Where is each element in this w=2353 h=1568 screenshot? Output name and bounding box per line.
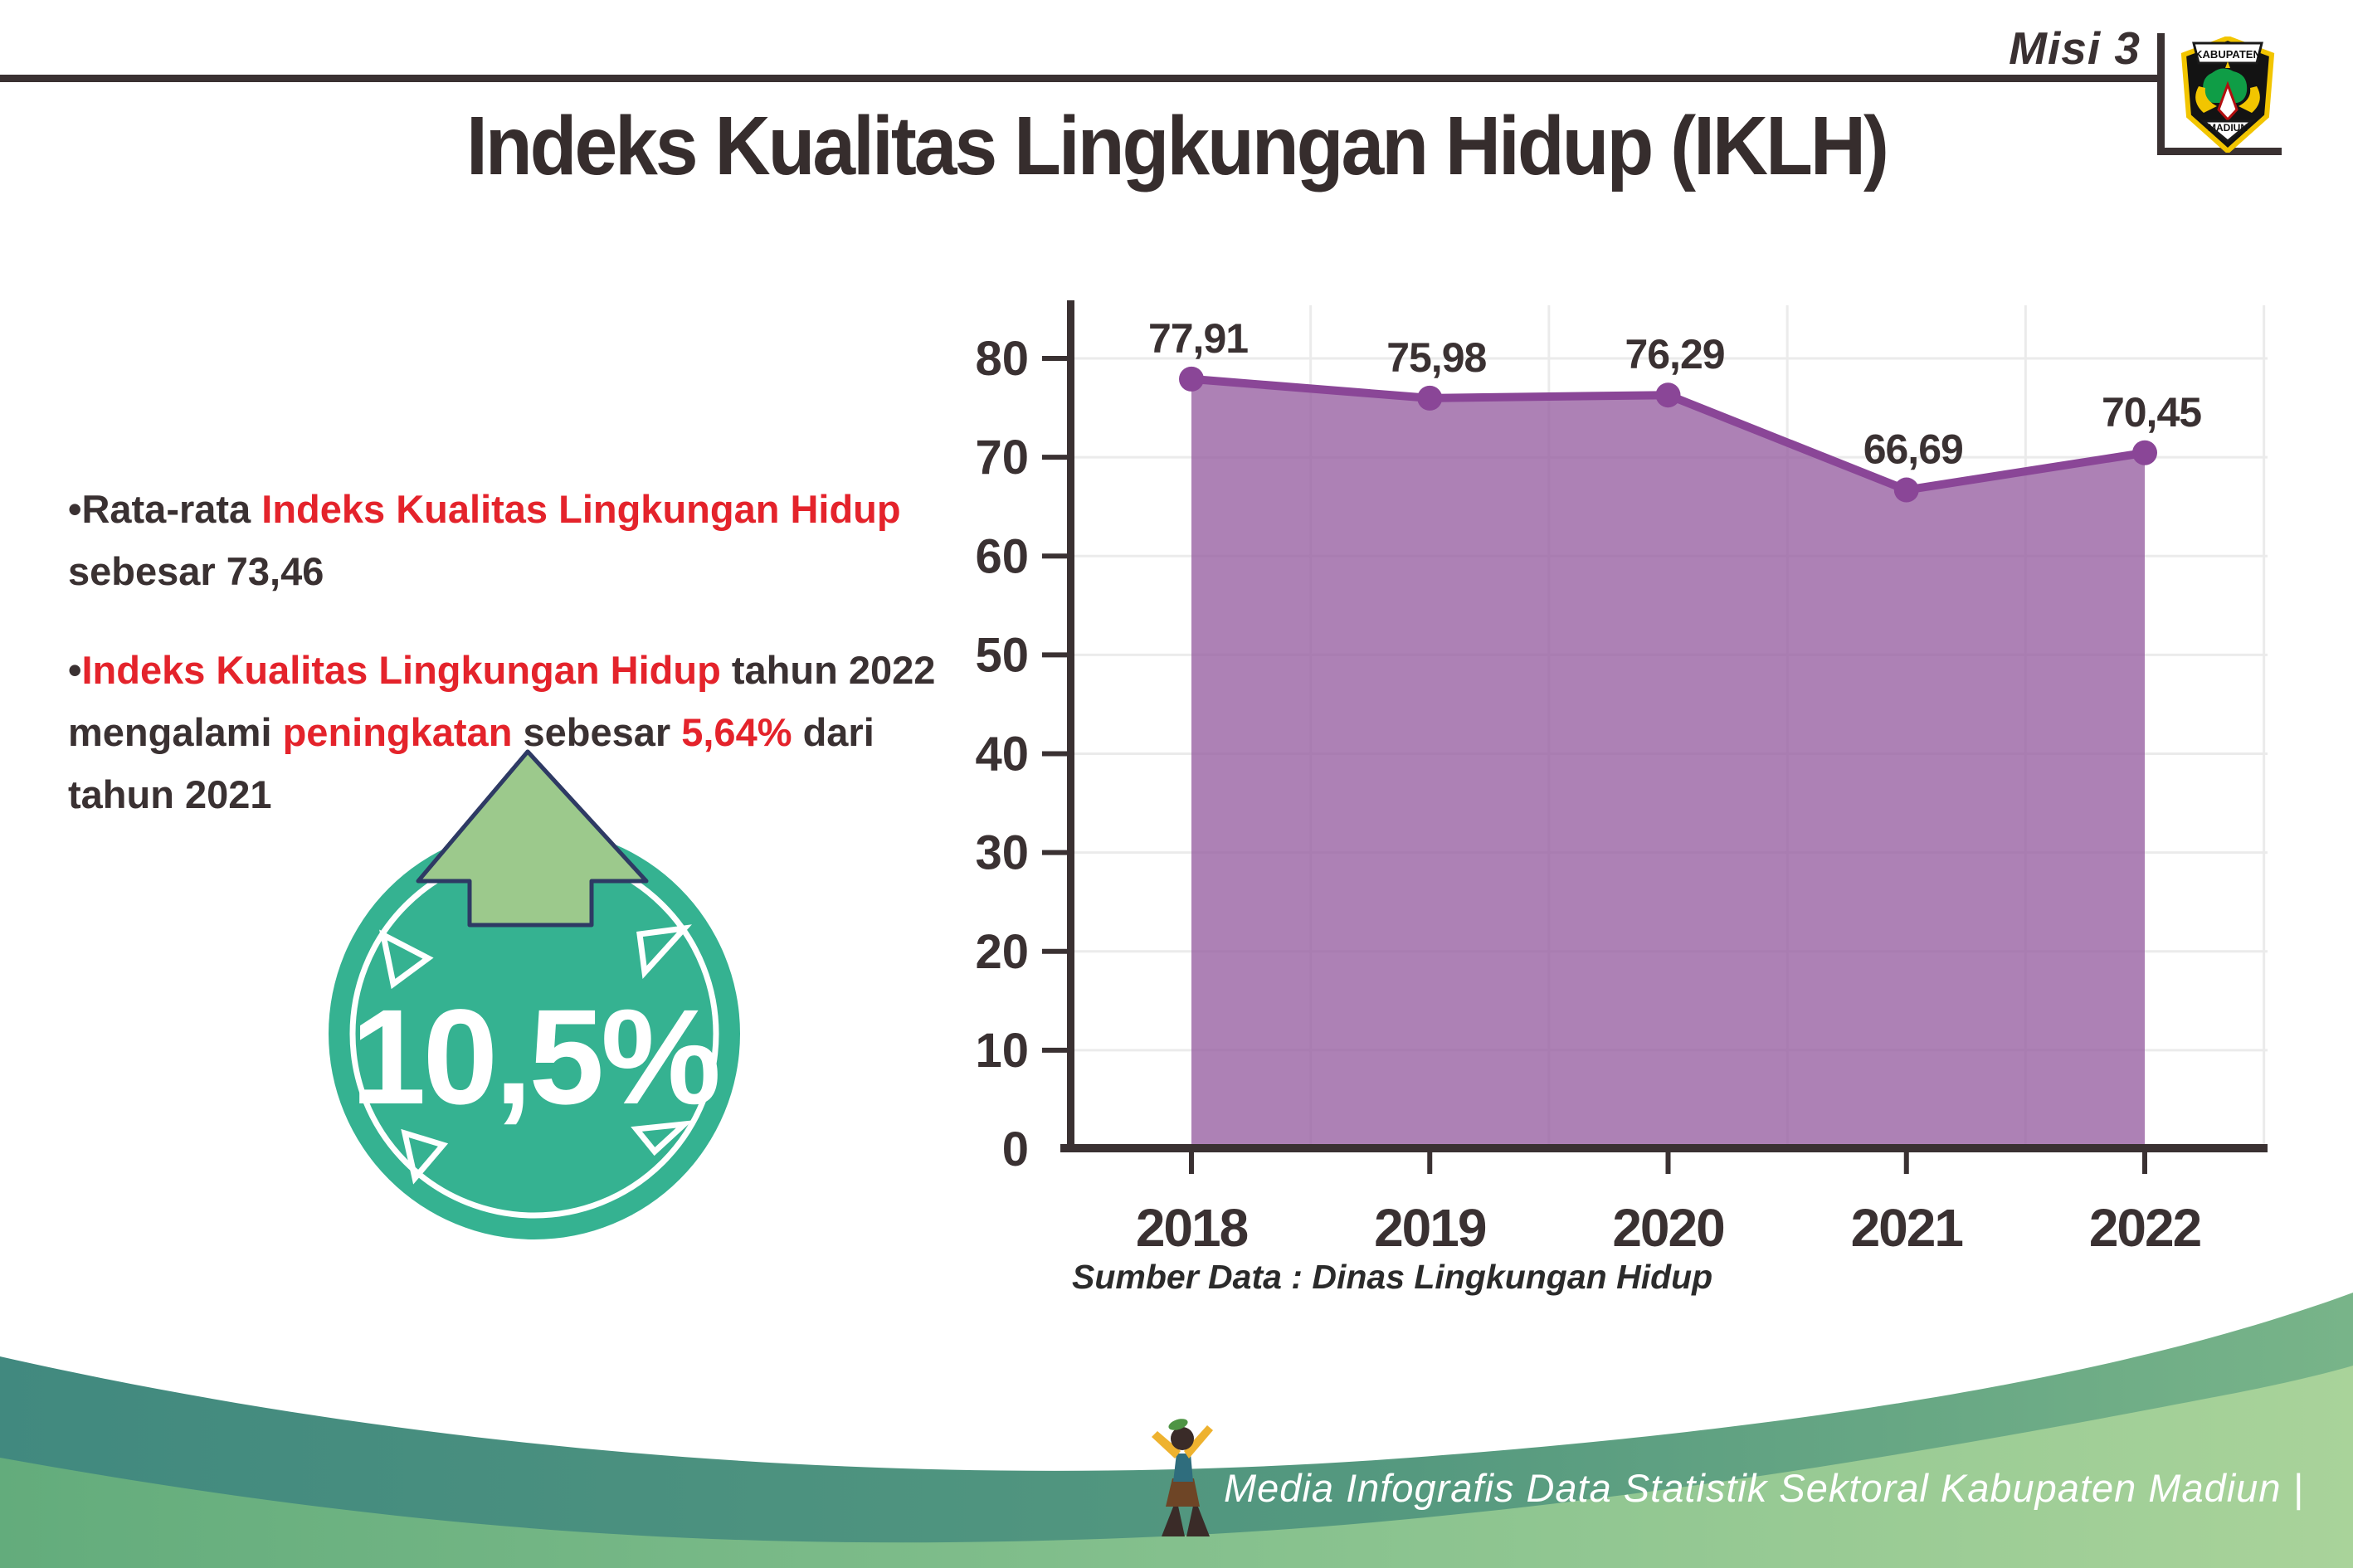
chart-x-tick bbox=[2142, 1152, 2147, 1174]
chart-marker bbox=[1417, 385, 1443, 411]
bullet2-text-dark3: sebesar bbox=[512, 710, 682, 755]
chart-y-tick bbox=[1042, 948, 1070, 954]
increase-badge: 10,5% bbox=[329, 749, 740, 1239]
bullet2-text-red2: peningkatan bbox=[282, 710, 513, 755]
chart-y-tick-label: 40 bbox=[975, 728, 1029, 782]
badge-spark-upper-right-icon bbox=[636, 924, 692, 979]
footer-credit-text: Media Infografis Data Statistik Sektoral… bbox=[1224, 1466, 2304, 1510]
bullet1-text-dark: •Rata-rata bbox=[68, 487, 262, 531]
kabupaten-madiun-logo-icon: KABUPATEN MADIUN bbox=[2180, 37, 2275, 153]
iklh-area-chart: 0 10 20 30 40 50 60 70 80 2018 2019 2020 2021 2022 77,… bbox=[975, 300, 2268, 1258]
chart-y-tick-label: 60 bbox=[975, 529, 1029, 583]
badge-spark-upper-left-icon bbox=[379, 929, 434, 990]
chart-area bbox=[1191, 378, 2145, 1150]
chart-data-label: 66,69 bbox=[1863, 426, 1963, 473]
bullet-iklh-increase: •Indeks Kualitas Lingkungan Hidup tahun … bbox=[68, 639, 972, 826]
chart-data-label: 70,45 bbox=[2102, 389, 2201, 436]
chart-x-tick bbox=[1427, 1152, 1433, 1174]
footer-wave-banner bbox=[0, 1293, 2353, 1568]
header-rule bbox=[0, 75, 2159, 82]
chart-y-tick bbox=[1042, 455, 1070, 460]
logo-star bbox=[2225, 61, 2230, 68]
chart-x-tick-label: 2018 bbox=[1136, 1198, 1248, 1258]
bullet2-text-dark4: dari bbox=[792, 710, 874, 755]
bullet1-text-dark2: sebesar 73,46 bbox=[68, 549, 324, 594]
chart-y-axis bbox=[1067, 300, 1074, 1152]
chart-y-tick-label: 70 bbox=[975, 431, 1029, 485]
chart-x-tick-label: 2020 bbox=[1612, 1198, 1723, 1258]
bullet2-text-red1: Indeks Kualitas Lingkungan Hidup bbox=[81, 648, 721, 692]
badge-spark-lower-right-icon bbox=[631, 1120, 694, 1157]
badge-circle bbox=[329, 828, 740, 1239]
chart-x-axis bbox=[1060, 1144, 2268, 1152]
page-title: Indeks Kualitas Lingkungan Hidup (IKLH) bbox=[465, 99, 1889, 192]
chart-data-label: 76,29 bbox=[1625, 331, 1724, 377]
logo-bottom-banner bbox=[2200, 119, 2256, 143]
chart-x-tick-label: 2022 bbox=[2089, 1198, 2201, 1258]
bullet2-text-dark2: mengalami bbox=[68, 710, 283, 755]
up-arrow-overlap bbox=[416, 749, 649, 928]
chart-y-tick bbox=[1042, 751, 1070, 757]
chart-x-tick bbox=[1903, 1152, 1909, 1174]
chart-marker bbox=[1655, 382, 1681, 408]
bullet1-text-red: Indeks Kualitas Lingkungan Hidup bbox=[261, 487, 901, 531]
mission-label: Misi 3 bbox=[2009, 22, 2141, 74]
logo-tree bbox=[2203, 68, 2248, 103]
chart-y-tick-label: 20 bbox=[975, 925, 1029, 979]
badge-spark-lower-left-icon bbox=[401, 1128, 449, 1185]
chart-y-tick bbox=[1042, 850, 1070, 855]
bullet2-text-dark5: tahun 2021 bbox=[68, 772, 272, 817]
logo-center-shield bbox=[2217, 80, 2239, 122]
mascot-icon bbox=[1152, 1419, 1213, 1536]
chart-marker bbox=[1893, 477, 1919, 503]
chart-data-label: 77,91 bbox=[1148, 315, 1248, 362]
chart-x-tick bbox=[1189, 1152, 1194, 1174]
logo-frame-vertical-line bbox=[2157, 33, 2165, 155]
bullet-average-iklh: •Rata-rata Indeks Kualitas Lingkungan Hi… bbox=[68, 478, 972, 602]
logo-top-banner bbox=[2192, 41, 2263, 65]
chart-source-note: Sumber Data : Dinas Lingkungan Hidup bbox=[1072, 1258, 1713, 1296]
logo-right-wing bbox=[2239, 86, 2260, 113]
badge-value: 10,5% bbox=[351, 981, 718, 1132]
chart-y-tick bbox=[1042, 553, 1070, 559]
chart-y-tick bbox=[1042, 652, 1070, 658]
logo-frame-horizontal-line bbox=[2157, 148, 2282, 155]
chart-y-tick bbox=[1042, 1047, 1070, 1053]
chart-y-tick-label: 10 bbox=[975, 1024, 1029, 1078]
logo-left-wing bbox=[2195, 86, 2217, 113]
chart-y-tick-label: 0 bbox=[1002, 1122, 1029, 1176]
chart-y-tick-label: 30 bbox=[975, 826, 1029, 880]
chart-y-tick-label: 80 bbox=[975, 332, 1029, 386]
bullet2-text-dark1: tahun 2022 bbox=[720, 648, 936, 692]
bullet2-dot: • bbox=[68, 648, 82, 692]
bullet2-text-red3: 5,64% bbox=[681, 710, 792, 755]
chart-marker bbox=[2132, 440, 2157, 465]
chart-data-label: 75,98 bbox=[1386, 334, 1486, 381]
chart-x-tick bbox=[1665, 1152, 1671, 1174]
logo-bottom-text: MADIUN bbox=[2208, 122, 2248, 134]
chart-marker bbox=[1179, 366, 1204, 392]
chart-y-tick-label: 50 bbox=[975, 628, 1029, 682]
footer-green-wave bbox=[0, 1366, 2353, 1568]
logo-top-text: KABUPATEN bbox=[2195, 48, 2261, 61]
chart-x-tick-label: 2019 bbox=[1374, 1198, 1486, 1258]
chart-y-tick bbox=[1042, 356, 1070, 361]
chart-x-tick-label: 2021 bbox=[1851, 1198, 1963, 1258]
